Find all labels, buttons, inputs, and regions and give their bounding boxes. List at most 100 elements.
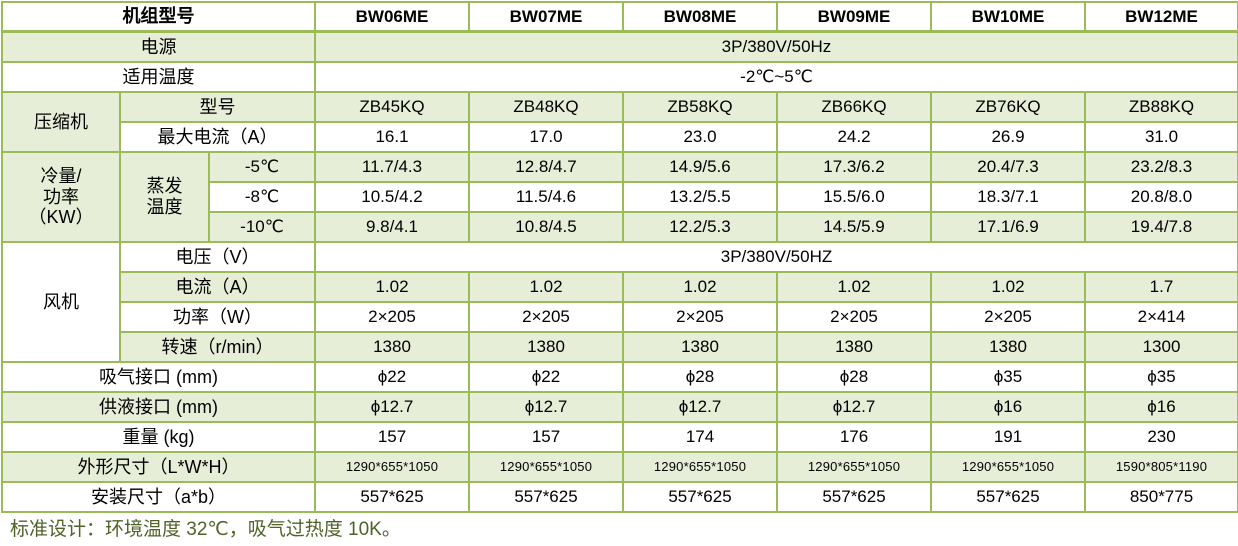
cell-value: 26.9 (930, 121, 1086, 153)
row-compressor-max-current: 最大电流（A） 16.1 17.0 23.0 24.2 26.9 31.0 (2, 121, 1238, 153)
cell-value: 1.02 (622, 271, 778, 303)
cell-value: ZB48KQ (468, 91, 624, 123)
cell-value: ϕ12.7 (622, 391, 778, 423)
cell-value: 18.3/7.1 (930, 181, 1086, 213)
cell-value: 1380 (776, 331, 932, 363)
cell-value: ZB58KQ (622, 91, 778, 123)
cell-value: 9.8/4.1 (314, 211, 470, 243)
cell-value: 230 (1084, 421, 1238, 453)
cell-value: ϕ12.7 (468, 391, 624, 423)
cell-value: 557*625 (622, 481, 778, 513)
cell-value: 24.2 (776, 121, 932, 153)
capacity-label-line3: （KW） (28, 207, 94, 228)
cell-value: ϕ22 (468, 361, 624, 393)
fan-voltage-label: 电压（V） (119, 241, 316, 273)
power-supply-label: 电源 (1, 30, 316, 63)
row-suction-port: 吸气接口 (mm) ϕ22 ϕ22 ϕ28 ϕ28 ϕ35 ϕ35 (1, 361, 1238, 393)
cell-value: 557*625 (776, 481, 932, 513)
cell-value: 157 (314, 421, 470, 453)
cell-value: 10.5/4.2 (314, 181, 470, 213)
cell-value: 1.02 (314, 271, 470, 303)
cell-value: 1380 (314, 331, 470, 363)
cell-value: 17.3/6.2 (776, 151, 932, 183)
cell-value: 17.0 (468, 121, 624, 153)
model-header-bw06me: BW06ME (314, 1, 470, 33)
cell-value: 2×205 (314, 301, 470, 333)
cell-value: 20.4/7.3 (930, 151, 1086, 183)
row-fan-current: 电流（A） 1.02 1.02 1.02 1.02 1.02 1.7 (2, 271, 1238, 303)
cell-value: 11.5/4.6 (468, 181, 624, 213)
dimensions-label: 外形尺寸（L*W*H） (1, 451, 316, 483)
cell-value: ϕ16 (930, 391, 1086, 423)
cell-value: ϕ12.7 (776, 391, 932, 423)
evap-temp-minus5-label: -5℃ (208, 151, 316, 183)
compressor-model-label: 型号 (119, 91, 316, 123)
compressor-section-label: 压缩机 (1, 91, 121, 153)
row-fan-power: 功率（W） 2×205 2×205 2×205 2×205 2×205 2×41… (2, 301, 1238, 333)
evap-label-line2: 温度 (146, 197, 183, 217)
cell-value: 2×414 (1084, 301, 1238, 333)
cell-value: 16.1 (314, 121, 470, 153)
fan-speed-label: 转速（r/min） (119, 331, 316, 363)
cell-value: 850*775 (1084, 481, 1238, 513)
unit-spec-table: 机组型号 BW06ME BW07ME BW08ME BW09ME BW10ME … (1, 1, 1238, 513)
fan-section-label: 风机 (1, 241, 121, 363)
temp-range-label: 适用温度 (1, 61, 316, 93)
cell-value: 1.02 (468, 271, 624, 303)
cell-value: 17.1/6.9 (930, 211, 1086, 243)
fan-power-label: 功率（W） (119, 301, 316, 333)
model-header-bw09me: BW09ME (776, 1, 932, 33)
model-header-bw12me: BW12ME (1084, 1, 1238, 33)
max-current-label: 最大电流（A） (119, 121, 316, 153)
mounting-label: 安装尺寸（a*b） (1, 481, 316, 513)
cell-value: 15.5/6.0 (776, 181, 932, 213)
evap-temp-minus8-label: -8℃ (208, 181, 316, 213)
row-mounting: 安装尺寸（a*b） 557*625 557*625 557*625 557*62… (1, 481, 1238, 513)
capacity-label-line1: 冷量/ (40, 165, 82, 186)
row-fan-speed: 转速（r/min） 1380 1380 1380 1380 1380 1300 (2, 331, 1238, 363)
cell-value: 1290*655*1050 (776, 451, 932, 483)
cell-value: 2×205 (622, 301, 778, 333)
weight-label: 重量 (kg) (1, 421, 316, 453)
row-temp-range: 适用温度 -2℃~5℃ (1, 61, 1238, 93)
cell-value: 2×205 (930, 301, 1086, 333)
model-header-bw10me: BW10ME (930, 1, 1086, 33)
cell-value: 1290*655*1050 (622, 451, 778, 483)
cell-value: 1.02 (776, 271, 932, 303)
row-fan-voltage: 风机 电压（V） 3P/380V/50HZ (1, 241, 1238, 363)
cell-value: ϕ22 (314, 361, 470, 393)
cell-value: 1590*805*1190 (1084, 451, 1238, 483)
liquid-port-label: 供液接口 (mm) (1, 391, 316, 423)
cell-value: 1.02 (930, 271, 1086, 303)
row-liquid-port: 供液接口 (mm) ϕ12.7 ϕ12.7 ϕ12.7 ϕ12.7 ϕ16 ϕ1… (1, 391, 1238, 423)
cell-value: ZB88KQ (1084, 91, 1238, 123)
cell-value: 13.2/5.5 (622, 181, 778, 213)
cell-value: 2×205 (468, 301, 624, 333)
cell-value: 191 (930, 421, 1086, 453)
row-compressor-model: 压缩机 型号 ZB45KQ ZB48KQ ZB58KQ ZB66KQ ZB76K… (1, 91, 1238, 153)
cell-value: 557*625 (314, 481, 470, 513)
cell-value: 1290*655*1050 (468, 451, 624, 483)
cell-value: ϕ28 (776, 361, 932, 393)
cell-value: 1.7 (1084, 271, 1238, 303)
cell-value: 1380 (930, 331, 1086, 363)
power-supply-value: 3P/380V/50Hz (314, 30, 1238, 63)
capacity-section-label: 冷量/ 功率 （KW） (1, 151, 121, 243)
cell-value: 557*625 (930, 481, 1086, 513)
model-header-bw08me: BW08ME (622, 1, 778, 33)
cell-value: ϕ16 (1084, 391, 1238, 423)
cell-value: 1380 (622, 331, 778, 363)
cell-value: 1380 (468, 331, 624, 363)
cell-value: 176 (776, 421, 932, 453)
row-capacity-minus10: -10℃ 9.8/4.1 10.8/4.5 12.2/5.3 14.5/5.9 … (2, 211, 1238, 243)
standard-design-footnote: 标准设计：环境温度 32℃，吸气过热度 10K。 (10, 519, 401, 540)
suction-port-label: 吸气接口 (mm) (1, 361, 316, 393)
cell-value: 12.2/5.3 (622, 211, 778, 243)
row-weight: 重量 (kg) 157 157 174 176 191 230 (1, 421, 1238, 453)
cell-value: 1300 (1084, 331, 1238, 363)
model-header-bw07me: BW07ME (468, 1, 624, 33)
cell-value: 23.0 (622, 121, 778, 153)
evap-temp-minus10-label: -10℃ (208, 211, 316, 243)
row-capacity-minus8: -8℃ 10.5/4.2 11.5/4.6 13.2/5.5 15.5/6.0 … (2, 181, 1238, 213)
cell-value: 19.4/7.8 (1084, 211, 1238, 243)
